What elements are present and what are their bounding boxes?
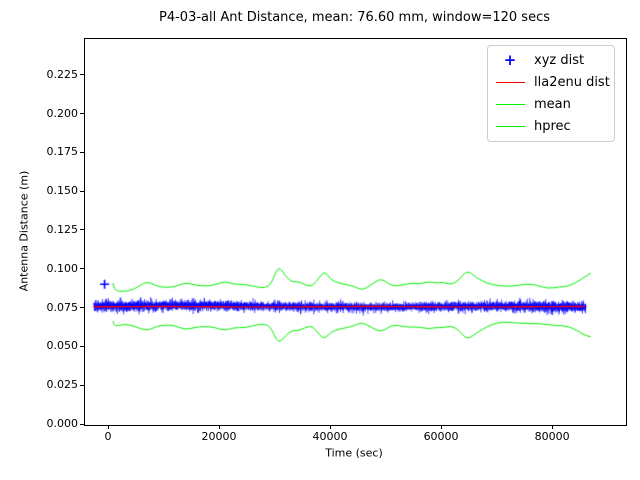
y-tick-mark <box>80 268 84 270</box>
y-tick-label: 0.225 <box>46 67 79 81</box>
x-tick-mark <box>107 425 109 429</box>
legend-label: hprec <box>534 118 571 134</box>
x-tick-mark <box>440 425 442 429</box>
x-tick-mark <box>218 425 220 429</box>
y-tick-label: 0.175 <box>46 145 79 159</box>
plot-area: + xyz dist lla2enu dist mean hprec <box>84 38 627 426</box>
chart-title: P4-03-all Ant Distance, mean: 76.60 mm, … <box>159 10 550 25</box>
x-tick-label: 60000 <box>423 430 459 443</box>
y-tick-mark <box>80 74 84 76</box>
y-tick-mark <box>80 307 84 309</box>
legend-label: lla2enu dist <box>534 74 610 90</box>
y-tick-label: 0.100 <box>46 261 79 275</box>
y-tick-label: 0.125 <box>46 222 79 236</box>
y-tick-mark <box>80 345 84 347</box>
y-tick-label: 0.050 <box>46 339 79 353</box>
legend-entry-xyz-dist: + xyz dist <box>488 49 614 71</box>
line-marker-icon <box>495 103 525 105</box>
legend-entry-hprec: hprec <box>488 115 614 137</box>
x-axis-label: Time (sec) <box>325 446 383 460</box>
x-tick-label: 40000 <box>312 430 348 443</box>
legend-entry-lla2enu-dist: lla2enu dist <box>488 71 614 93</box>
y-tick-mark <box>80 384 84 386</box>
plus-marker-icon: + <box>503 51 517 69</box>
line-marker-icon <box>495 103 525 105</box>
line-marker-icon <box>495 81 525 83</box>
legend-label: mean <box>534 96 571 112</box>
y-tick-mark <box>80 229 84 231</box>
y-tick-label: 0.000 <box>46 417 79 430</box>
legend-entry-mean: mean <box>488 93 614 115</box>
line-marker-icon <box>495 125 525 127</box>
line-marker-icon <box>495 81 525 83</box>
x-tick-label: 80000 <box>534 430 570 443</box>
line-marker-icon <box>495 125 525 127</box>
legend: + xyz dist lla2enu dist mean hprec <box>487 45 615 142</box>
y-tick-label: 0.200 <box>46 106 79 120</box>
x-tick-mark <box>551 425 553 429</box>
legend-label: xyz dist <box>534 52 585 68</box>
x-tick-mark <box>329 425 331 429</box>
x-tick-label: 20000 <box>201 430 237 443</box>
y-tick-mark <box>80 151 84 153</box>
x-tick-label: 0 <box>104 430 112 443</box>
y-tick-mark <box>80 113 84 115</box>
y-tick-mark <box>80 190 84 192</box>
plus-marker-icon: + <box>495 51 525 69</box>
y-tick-label: 0.150 <box>46 184 79 198</box>
y-tick-label: 0.075 <box>46 300 79 314</box>
y-tick-label: 0.025 <box>46 378 79 392</box>
y-tick-mark <box>80 423 84 425</box>
